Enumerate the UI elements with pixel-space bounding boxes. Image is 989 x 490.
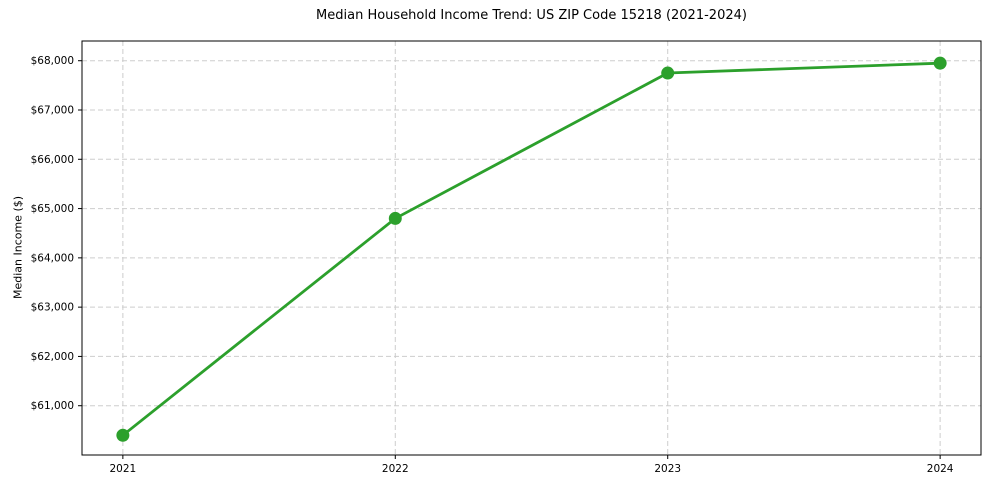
- y-tick-label: $68,000: [31, 55, 74, 67]
- data-point-marker: [661, 66, 675, 80]
- y-tick-label: $65,000: [31, 203, 74, 215]
- x-tick-label: 2024: [927, 463, 954, 475]
- chart-title: Median Household Income Trend: US ZIP Co…: [316, 8, 747, 23]
- x-tick-label: 2021: [109, 463, 136, 475]
- y-tick-label: $61,000: [31, 400, 74, 412]
- y-tick-label: $64,000: [31, 252, 74, 264]
- data-point-marker: [116, 428, 130, 442]
- x-tick-label: 2023: [654, 463, 681, 475]
- y-tick-label: $66,000: [31, 154, 74, 166]
- data-point-marker: [933, 56, 947, 70]
- plot-border: [81, 40, 982, 456]
- x-tick-label: 2022: [382, 463, 409, 475]
- y-tick-label: $62,000: [31, 351, 74, 363]
- y-tick-label: $67,000: [31, 105, 74, 117]
- income-trend-line: [121, 61, 942, 437]
- data-point-marker: [388, 211, 402, 225]
- y-tick-label: $63,000: [31, 302, 74, 314]
